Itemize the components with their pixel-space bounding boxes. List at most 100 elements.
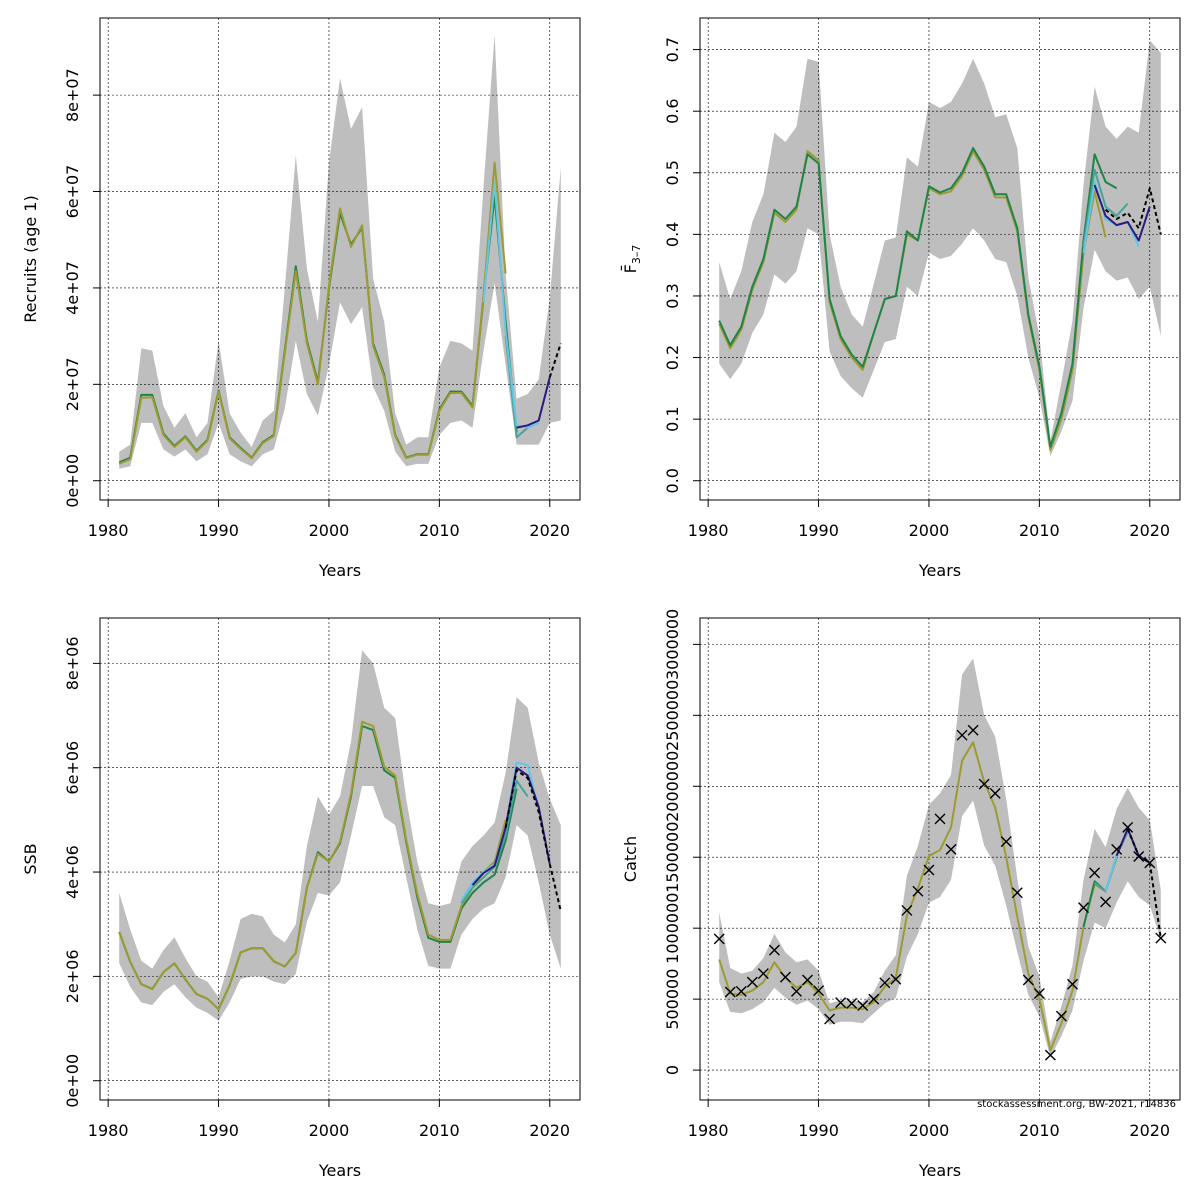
catch-observed-point <box>1100 896 1112 908</box>
catch-observed-point <box>1078 902 1090 914</box>
ssb-y-tick-label: 6e+06 <box>63 741 82 795</box>
fbar-y-tick-label: 0.4 <box>663 222 682 247</box>
catch-x-tick-label: 2010 <box>1019 1121 1060 1140</box>
catch-observed-point <box>901 904 913 916</box>
catch-observed-point <box>790 985 802 997</box>
ssb-y-axis-title: SSB <box>21 843 40 874</box>
ssb-y-tick-label: 8e+06 <box>63 636 82 690</box>
fbar-y-tick-label: 0.3 <box>663 283 682 308</box>
catch-observed-point <box>757 968 769 980</box>
catch-observed-point <box>746 976 758 988</box>
fbar-x-tick-label: 1990 <box>798 521 839 540</box>
panel-catch: 1980 1990 2000 2010 2020 0 500000 1000000150000… <box>621 609 1181 1180</box>
catch-observed-point <box>802 974 814 986</box>
ssb-x-tick-label: 2020 <box>529 1121 570 1140</box>
recruits-plot-frame <box>99 17 581 501</box>
recruits-x-tick-label: 1990 <box>198 521 239 540</box>
catch-y-tick-label: 0 <box>663 1065 682 1075</box>
ssb-x-tick-label: 2010 <box>419 1121 460 1140</box>
catch-observed-point <box>1066 978 1078 990</box>
catch-observed-point <box>1122 821 1134 833</box>
fbar-y-tick-label: 0.2 <box>663 345 682 370</box>
catch-confidence-band <box>719 658 1161 1058</box>
fbar-plot-frame <box>699 17 1181 501</box>
catch-observed-point <box>1111 843 1123 855</box>
catch-y-tick-label: 1000000 <box>663 893 682 964</box>
ssb-x-axis-title: Years <box>318 1161 361 1180</box>
fbar-y-axis-title: F̄3–7 <box>621 245 643 274</box>
catch-y-axis-title: Catch <box>621 836 640 882</box>
fbar-series-line-5 <box>1104 187 1162 235</box>
catch-observed-point <box>923 864 935 876</box>
catch-observed-point <box>779 971 791 983</box>
catch-observed-point <box>912 885 924 897</box>
catch-observed-point <box>890 973 902 985</box>
ssb-x-tick-label: 1980 <box>88 1121 129 1140</box>
recruits-y-tick-label: 0e+00 <box>63 454 82 508</box>
fbar-series-line-4 <box>1093 184 1151 242</box>
recruits-y-axis-title: Recruits (age 1) <box>21 195 40 322</box>
panel-recruits: 1980 1990 2000 2010 2020 0e+00 2e+07 4e+07 6e+07… <box>21 17 581 580</box>
catch-observed-point <box>1089 867 1101 879</box>
catch-observed-point <box>879 977 891 989</box>
recruits-x-tick-label: 2000 <box>309 521 350 540</box>
catch-y-tick-label: 2000000 <box>663 751 682 822</box>
catch-observed-point <box>824 1013 836 1025</box>
recruits-y-tick-label: 2e+07 <box>63 357 82 411</box>
catch-observed-point <box>967 724 979 736</box>
fbar-y-tick-label: 0.1 <box>663 406 682 431</box>
catch-observed-point <box>835 997 847 1009</box>
ssb-series-line-1 <box>118 720 507 1011</box>
fbar-x-tick-label: 2020 <box>1129 521 1170 540</box>
catch-observed-point <box>846 997 858 1009</box>
recruits-x-tick-label: 1980 <box>88 521 129 540</box>
catch-observed-point <box>1144 857 1156 869</box>
catch-observed-point <box>1044 1049 1056 1061</box>
catch-y-tick-label: 2500000 <box>663 680 682 751</box>
catch-x-tick-label: 1990 <box>798 1121 839 1140</box>
recruits-series-line-3 <box>482 180 540 429</box>
catch-observed-point <box>1011 887 1023 899</box>
recruits-y-tick-label: 6e+07 <box>63 165 82 219</box>
catch-y-tick-label: 1500000 <box>663 822 682 893</box>
catch-observed-point <box>1022 974 1034 986</box>
recruits-x-tick-label: 2010 <box>419 521 460 540</box>
catch-observed-point <box>868 993 880 1005</box>
catch-observed-point <box>989 787 1001 799</box>
catch-series-line-5 <box>1126 828 1162 939</box>
fbar-x-tick-label: 2010 <box>1019 521 1060 540</box>
catch-observed-point <box>713 933 725 945</box>
catch-observed-point <box>768 944 780 956</box>
recruits-series-line-1 <box>118 161 507 465</box>
ssb-y-tick-label: 2e+06 <box>63 949 82 1003</box>
catch-observed-point <box>956 729 968 741</box>
recruits-y-tick-label: 4e+07 <box>63 261 82 315</box>
ssb-series-line-5 <box>504 769 562 912</box>
catch-observed-point <box>934 813 946 825</box>
fbar-series-line-1 <box>718 147 1118 448</box>
ssb-plot-frame <box>99 617 581 1101</box>
catch-x-tick-label: 2020 <box>1129 1121 1170 1140</box>
fbar-y-tick-label: 0.6 <box>663 98 682 123</box>
catch-plot-frame <box>699 617 1181 1101</box>
fbar-x-tick-label: 2000 <box>909 521 950 540</box>
ssb-x-tick-label: 1990 <box>198 1121 239 1140</box>
fbar-y-tick-label: 0.7 <box>663 37 682 62</box>
catch-observed-point <box>857 1000 869 1012</box>
panel-ssb: 1980 1990 2000 2010 2020 0e+00 2e+06 4e+06 6e+06… <box>21 617 581 1180</box>
recruits-x-axis-title: Years <box>318 561 361 580</box>
catch-observed-point <box>1033 987 1045 999</box>
ssb-confidence-band <box>119 650 561 1021</box>
recruits-series-line-5 <box>548 343 562 378</box>
panel-fbar: 1980 1990 2000 2010 2020 0.0 0.1 0.2 0.3 0.4 0.5 0.… <box>621 17 1181 580</box>
fbar-y-tick-label: 0.0 <box>663 468 682 493</box>
fbar-confidence-band <box>719 40 1161 457</box>
ssb-x-tick-label: 2000 <box>309 1121 350 1140</box>
catch-x-tick-label: 2000 <box>909 1121 950 1140</box>
catch-observed-point <box>1055 1010 1067 1022</box>
fbar-y-tick-label: 0.5 <box>663 160 682 185</box>
ssb-y-tick-label: 4e+06 <box>63 845 82 899</box>
catch-observed-point <box>724 986 736 998</box>
catch-observed-point <box>735 985 747 997</box>
